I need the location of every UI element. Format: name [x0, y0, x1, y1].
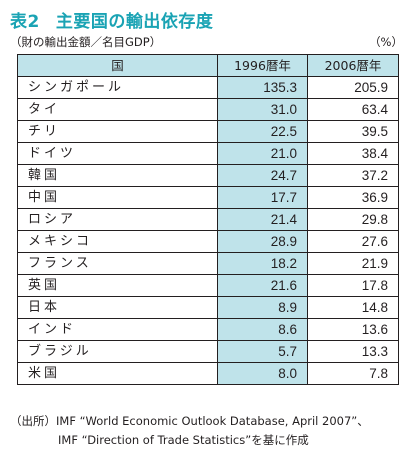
- value-2006-cell: 27.6: [307, 230, 399, 253]
- country-cell: 米国: [17, 362, 218, 385]
- table-row: 英国 21.6 17.8: [17, 274, 399, 297]
- value-1996-cell: 28.9: [217, 230, 308, 253]
- table-row: ドイツ 21.0 38.4: [17, 142, 399, 165]
- value-2006-cell: 36.9: [307, 186, 399, 209]
- value-1996-cell: 18.2: [217, 252, 308, 275]
- table-title-text: 主要国の輸出依存度: [55, 12, 214, 32]
- country-cell: タイ: [17, 98, 218, 121]
- value-1996-cell: 22.5: [217, 120, 308, 143]
- table-header-row: 国 1996暦年 2006暦年: [17, 54, 399, 77]
- unit-label: （%）: [369, 35, 403, 49]
- value-1996-cell: 135.3: [217, 76, 308, 99]
- source-line-1: （出所）IMF “World Economic Outlook Database…: [10, 414, 369, 428]
- value-2006-cell: 37.2: [307, 164, 399, 187]
- country-cell: インド: [17, 318, 218, 341]
- value-1996-cell: 8.6: [217, 318, 308, 341]
- country-cell: メキシコ: [17, 230, 218, 253]
- table-row: 日本 8.9 14.8: [17, 296, 399, 319]
- table-title: 表2 主要国の輸出依存度: [10, 7, 213, 32]
- table-row: シンガポール 135.3 205.9: [17, 76, 399, 99]
- country-cell: チリ: [17, 120, 218, 143]
- value-1996-cell: 8.9: [217, 296, 308, 319]
- header-1996: 1996暦年: [217, 54, 308, 77]
- table-row: 米国 8.0 7.8: [17, 362, 399, 385]
- value-1996-cell: 5.7: [217, 340, 308, 363]
- country-cell: フランス: [17, 252, 218, 275]
- source-note: （出所）IMF “World Economic Outlook Database…: [10, 412, 369, 450]
- value-2006-cell: 63.4: [307, 98, 399, 121]
- table-row: 韓国 24.7 37.2: [17, 164, 399, 187]
- country-cell: ロシア: [17, 208, 218, 231]
- value-2006-cell: 14.8: [307, 296, 399, 319]
- country-cell: 中国: [17, 186, 218, 209]
- header-2006: 2006暦年: [307, 54, 399, 77]
- header-country: 国: [17, 54, 218, 77]
- country-cell: 日本: [17, 296, 218, 319]
- table-number: 表2: [10, 12, 40, 32]
- country-cell: 英国: [17, 274, 218, 297]
- value-1996-cell: 8.0: [217, 362, 308, 385]
- table-row: ロシア 21.4 29.8: [17, 208, 399, 231]
- table-subtitle: （財の輸出金額／名目GDP）: [10, 35, 162, 49]
- table-row: フランス 18.2 21.9: [17, 252, 399, 275]
- value-1996-cell: 21.4: [217, 208, 308, 231]
- value-2006-cell: 21.9: [307, 252, 399, 275]
- value-2006-cell: 29.8: [307, 208, 399, 231]
- table-row: ブラジル 5.7 13.3: [17, 340, 399, 363]
- value-2006-cell: 7.8: [307, 362, 399, 385]
- source-line-2: IMF “Direction of Trade Statistics”を基に作成: [58, 433, 309, 447]
- country-cell: 韓国: [17, 164, 218, 187]
- value-2006-cell: 17.8: [307, 274, 399, 297]
- value-2006-cell: 38.4: [307, 142, 399, 165]
- value-2006-cell: 205.9: [307, 76, 399, 99]
- value-1996-cell: 31.0: [217, 98, 308, 121]
- country-cell: シンガポール: [17, 76, 218, 99]
- table-row: チリ 22.5 39.5: [17, 120, 399, 143]
- value-1996-cell: 21.6: [217, 274, 308, 297]
- value-2006-cell: 13.3: [307, 340, 399, 363]
- table-row: タイ 31.0 63.4: [17, 98, 399, 121]
- country-cell: ドイツ: [17, 142, 218, 165]
- country-cell: ブラジル: [17, 340, 218, 363]
- value-2006-cell: 13.6: [307, 318, 399, 341]
- export-dependency-table: 国 1996暦年 2006暦年 シンガポール 135.3 205.9 タイ 31.0 63…: [17, 54, 399, 385]
- table-row: インド 8.6 13.6: [17, 318, 399, 341]
- value-1996-cell: 17.7: [217, 186, 308, 209]
- table-row: 中国 17.7 36.9: [17, 186, 399, 209]
- table-body: シンガポール 135.3 205.9 タイ 31.0 63.4 チリ 22.5 39.5 ドイツ 2…: [17, 76, 399, 385]
- value-1996-cell: 21.0: [217, 142, 308, 165]
- table-row: メキシコ 28.9 27.6: [17, 230, 399, 253]
- value-1996-cell: 24.7: [217, 164, 308, 187]
- value-2006-cell: 39.5: [307, 120, 399, 143]
